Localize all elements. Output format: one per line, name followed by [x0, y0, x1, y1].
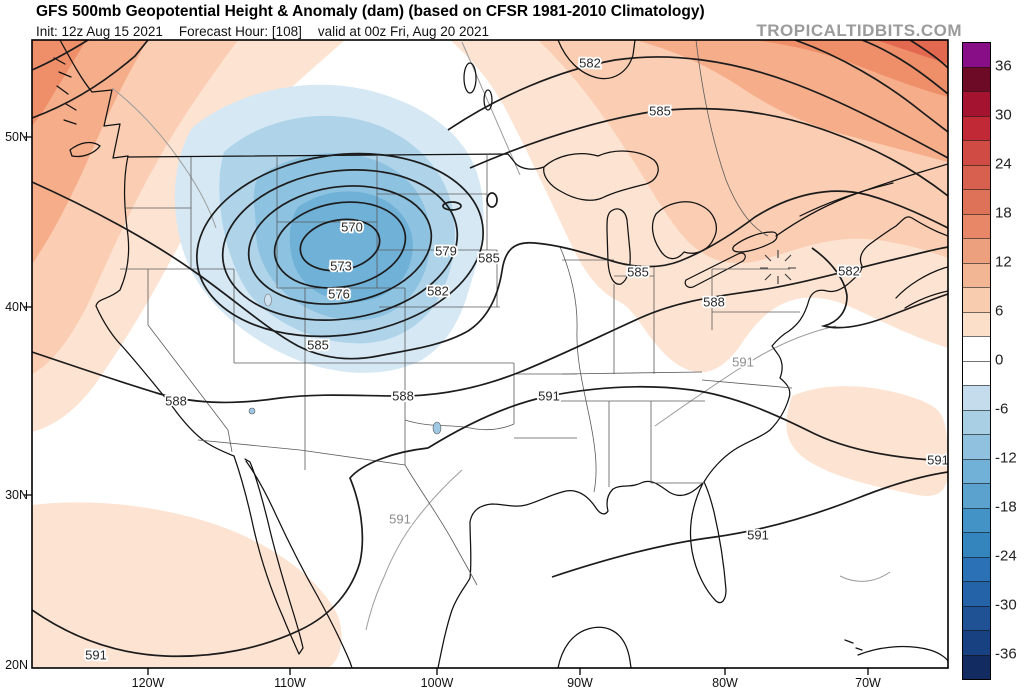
contour-label-climo: 591: [389, 511, 411, 526]
colorbar-cell: [963, 507, 990, 532]
colorbar-tick: -18: [995, 498, 1017, 516]
anomaly-shading-layer: [32, 40, 948, 668]
contour-label: 585: [307, 337, 329, 352]
lon-label-120w: 120W: [131, 676, 165, 690]
lon-label-90w: 90W: [567, 676, 593, 690]
contour-label: 591: [538, 388, 560, 403]
lon-label-80w: 80W: [712, 676, 738, 690]
colorbar-cell: [963, 164, 990, 189]
colorbar-cell: [963, 434, 990, 459]
colorbar-cell: [963, 336, 990, 361]
contour-label-climo: 591: [732, 354, 754, 369]
colorbar-cell: [963, 630, 990, 655]
colorbar-cell: [963, 605, 990, 630]
colorbar-tick: -24: [995, 547, 1017, 565]
colorbar-tick: 18: [995, 204, 1012, 222]
colorbar-cell: [963, 532, 990, 557]
colorbar-cell: [963, 409, 990, 434]
small-lake: [248, 407, 256, 415]
colorbar-cell: [963, 262, 990, 287]
anomaly-colorbar: [962, 42, 991, 680]
colorbar-cell: [963, 43, 990, 67]
colorbar-cell: [963, 581, 990, 606]
colorbar-tick: 30: [995, 106, 1012, 124]
contour-label: 591: [927, 452, 949, 467]
contour-label: 591: [747, 527, 769, 542]
contour-label: 573: [330, 258, 352, 273]
colorbar-cell: [963, 91, 990, 116]
contour-label: 582: [838, 263, 860, 278]
colorbar-cell: [963, 115, 990, 140]
contour-label: 585: [478, 250, 500, 265]
colorbar-tick: 6: [995, 302, 1004, 320]
colorbar-cell: [963, 189, 990, 214]
colorbar-cell: [963, 360, 990, 385]
colorbar-tick: 0: [995, 351, 1004, 369]
contour-label: 585: [627, 264, 649, 279]
run-info: Init: 12z Aug 15 2021 Forecast Hour: [108…: [36, 24, 505, 39]
colorbar-cell: [963, 287, 990, 312]
great-salt-lake: [264, 293, 272, 307]
contour-label: 585: [649, 103, 671, 118]
geography-layer: [53, 40, 948, 668]
anomaly-max-marker: [760, 250, 796, 284]
colorbar-cell: [963, 238, 990, 263]
contour-label: 582: [579, 55, 601, 70]
contour-label: 582: [427, 283, 449, 298]
colorbar-cell: [963, 385, 990, 410]
contour-labels-layer: 570 573 576 579 582 585 582 585 585 588 …: [83, 54, 949, 665]
valid-time: valid at 00z Fri, Aug 20 2021: [317, 24, 490, 39]
colorbar-cell: [963, 66, 990, 91]
colorbar-tick: 36: [995, 57, 1012, 75]
lat-label-50n: 50N: [5, 130, 28, 144]
lat-label-40n: 40N: [5, 300, 28, 314]
climatology-contours-layer: [111, 41, 891, 631]
contour-label: 579: [435, 243, 457, 258]
contour-label: 588: [703, 294, 725, 309]
lon-label-110w: 110W: [274, 676, 306, 690]
colorbar-cell: [963, 556, 990, 581]
colorbar-cell: [963, 654, 990, 679]
lat-label-20n: 20N: [5, 658, 28, 672]
colorbar-tick: -12: [995, 449, 1017, 467]
state-borders: [120, 40, 800, 586]
colorbar-tick: -6: [995, 400, 1009, 418]
small-lake: [432, 421, 442, 435]
colorbar-cell: [963, 140, 990, 165]
page-title: GFS 500mb Geopotential Height & Anomaly …: [36, 3, 705, 20]
lon-label-100w: 100W: [420, 676, 454, 690]
watermark: TROPICALTIDBITS.COM: [756, 21, 962, 40]
map-frame: [31, 39, 949, 669]
colorbar-cell: [963, 213, 990, 238]
colorbar-cell: [963, 311, 990, 336]
colorbar-tick: 12: [995, 253, 1012, 271]
lon-label-70w: 70W: [855, 676, 881, 690]
forecast-hour: Forecast Hour: [108]: [178, 24, 302, 39]
init-time: Init: 12z Aug 15 2021: [36, 24, 163, 39]
lat-label-30n: 30N: [5, 488, 28, 502]
contour-label: 576: [328, 286, 350, 301]
height-contours-layer: [32, 40, 948, 658]
contour-label: 588: [392, 388, 414, 403]
colorbar-tick: 24: [995, 155, 1012, 173]
colorbar-tick: -36: [995, 645, 1017, 663]
colorbar-cell: [963, 458, 990, 483]
colorbar-tick: -30: [995, 596, 1017, 614]
axis-ticks: [24, 136, 869, 675]
contour-label: 588: [165, 393, 187, 408]
colorbar-cell: [963, 483, 990, 508]
contour-label: 570: [341, 219, 363, 234]
contour-label: 591: [85, 647, 107, 662]
